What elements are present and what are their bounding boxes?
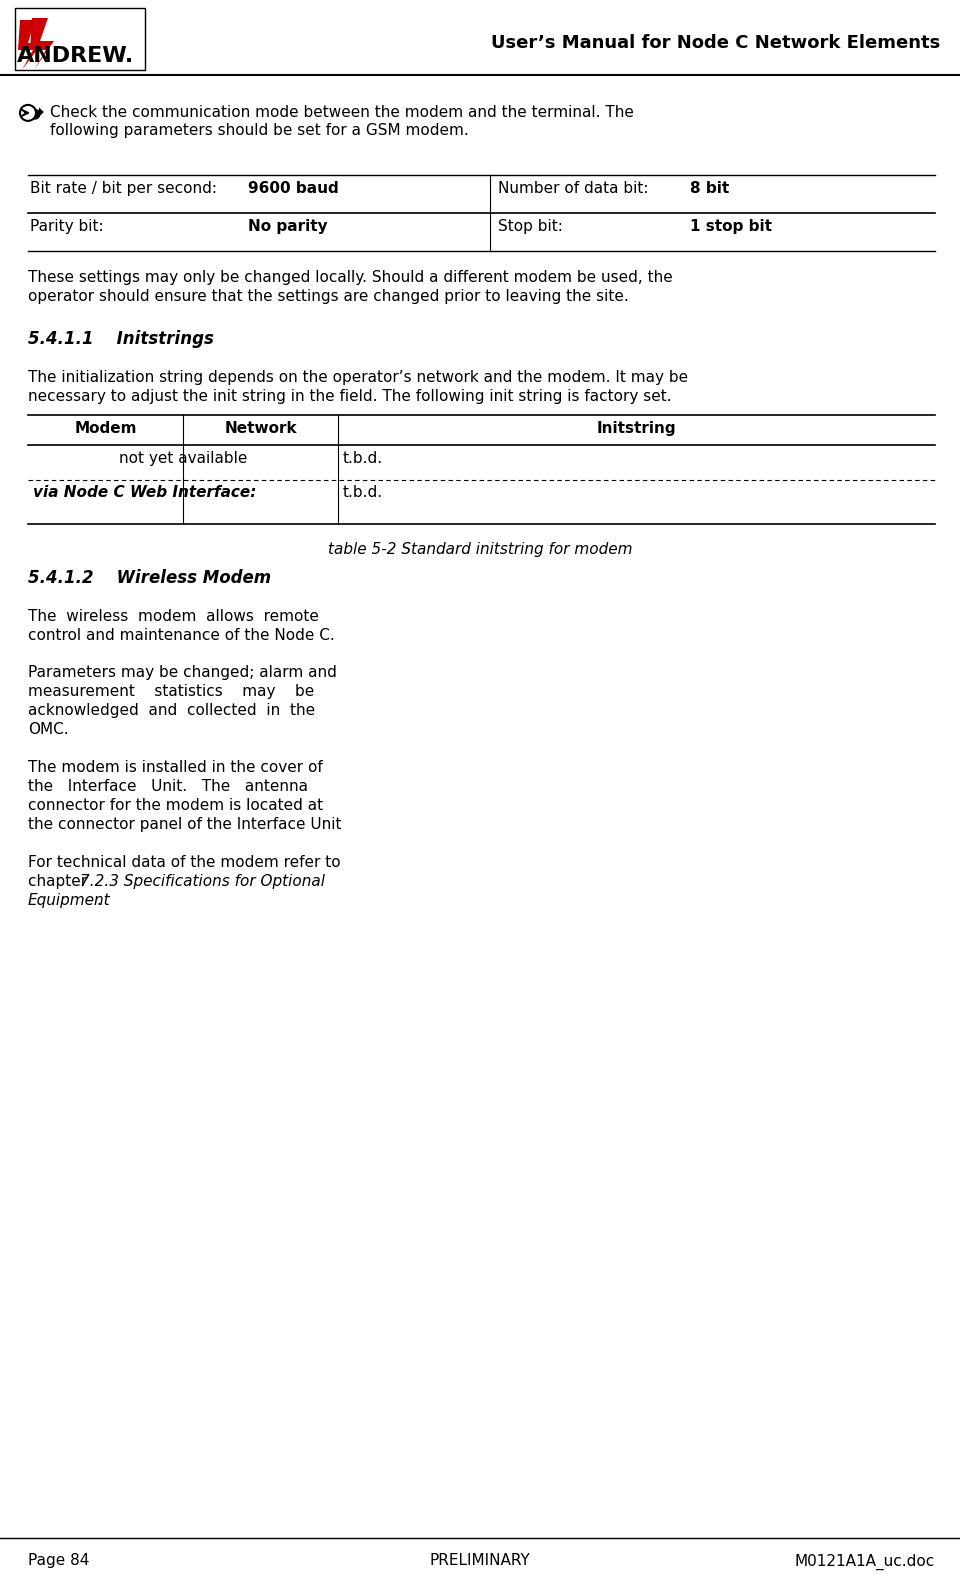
Text: not yet available: not yet available [119,450,247,466]
Text: OMC.: OMC. [28,722,68,737]
Text: necessary to adjust the init string in the field. The following init string is f: necessary to adjust the init string in t… [28,389,672,403]
Text: Number of data bit:: Number of data bit: [498,181,649,195]
Text: The modem is installed in the cover of: The modem is installed in the cover of [28,760,323,776]
Text: These settings may only be changed locally. Should a different modem be used, th: These settings may only be changed local… [28,269,673,285]
Polygon shape [18,20,42,69]
Text: ●: ● [28,105,40,120]
Text: Parity bit:: Parity bit: [30,219,104,235]
Text: 9600 baud: 9600 baud [248,181,339,195]
Text: t.b.d.: t.b.d. [343,450,383,466]
Text: measurement    statistics    may    be: measurement statistics may be [28,685,314,699]
Text: Equipment: Equipment [28,892,110,908]
Text: Stop bit:: Stop bit: [498,219,563,235]
Text: The initialization string depends on the operator’s network and the modem. It ma: The initialization string depends on the… [28,370,688,384]
Text: 5.4.1.1    Initstrings: 5.4.1.1 Initstrings [28,329,214,348]
Text: PRELIMINARY: PRELIMINARY [430,1554,530,1568]
Text: Bit rate / bit per second:: Bit rate / bit per second: [30,181,217,195]
Text: 5.4.1.2    Wireless Modem: 5.4.1.2 Wireless Modem [28,570,271,587]
Text: operator should ensure that the settings are changed prior to leaving the site.: operator should ensure that the settings… [28,288,629,304]
FancyBboxPatch shape [15,8,145,69]
Text: M0121A1A_uc.doc: M0121A1A_uc.doc [795,1554,935,1569]
Polygon shape [30,17,54,69]
Text: ➡: ➡ [28,104,44,123]
Text: ANDREW.: ANDREW. [17,46,134,66]
Text: control and maintenance of the Node C.: control and maintenance of the Node C. [28,628,335,644]
Text: chapter: chapter [28,874,92,889]
Text: table 5-2 Standard initstring for modem: table 5-2 Standard initstring for modem [327,543,633,557]
Text: the connector panel of the Interface Unit: the connector panel of the Interface Uni… [28,817,342,833]
Text: Check the communication mode between the modem and the terminal. The: Check the communication mode between the… [50,105,634,120]
Text: Page 84: Page 84 [28,1554,89,1568]
Text: 8 bit: 8 bit [690,181,730,195]
Text: Initstring: Initstring [597,420,676,436]
Text: Network: Network [225,420,297,436]
Text: the   Interface   Unit.   The   antenna: the Interface Unit. The antenna [28,779,308,795]
Text: No parity: No parity [248,219,327,235]
Text: Modem: Modem [74,420,136,436]
Text: connector for the modem is located at: connector for the modem is located at [28,798,324,814]
Text: acknowledged  and  collected  in  the: acknowledged and collected in the [28,704,315,718]
Text: via Node C Web Interface:: via Node C Web Interface: [33,485,256,499]
Text: 7.2.3 Specifications for Optional: 7.2.3 Specifications for Optional [80,874,325,889]
Text: User’s Manual for Node C Network Elements: User’s Manual for Node C Network Element… [491,35,940,52]
Text: The  wireless  modem  allows  remote: The wireless modem allows remote [28,609,319,625]
Text: For technical data of the modem refer to: For technical data of the modem refer to [28,855,341,870]
Text: .: . [96,892,101,908]
Text: following parameters should be set for a GSM modem.: following parameters should be set for a… [50,123,468,139]
Text: Parameters may be changed; alarm and: Parameters may be changed; alarm and [28,666,337,680]
Circle shape [20,105,36,121]
Text: t.b.d.: t.b.d. [343,485,383,499]
Text: 1 stop bit: 1 stop bit [690,219,772,235]
